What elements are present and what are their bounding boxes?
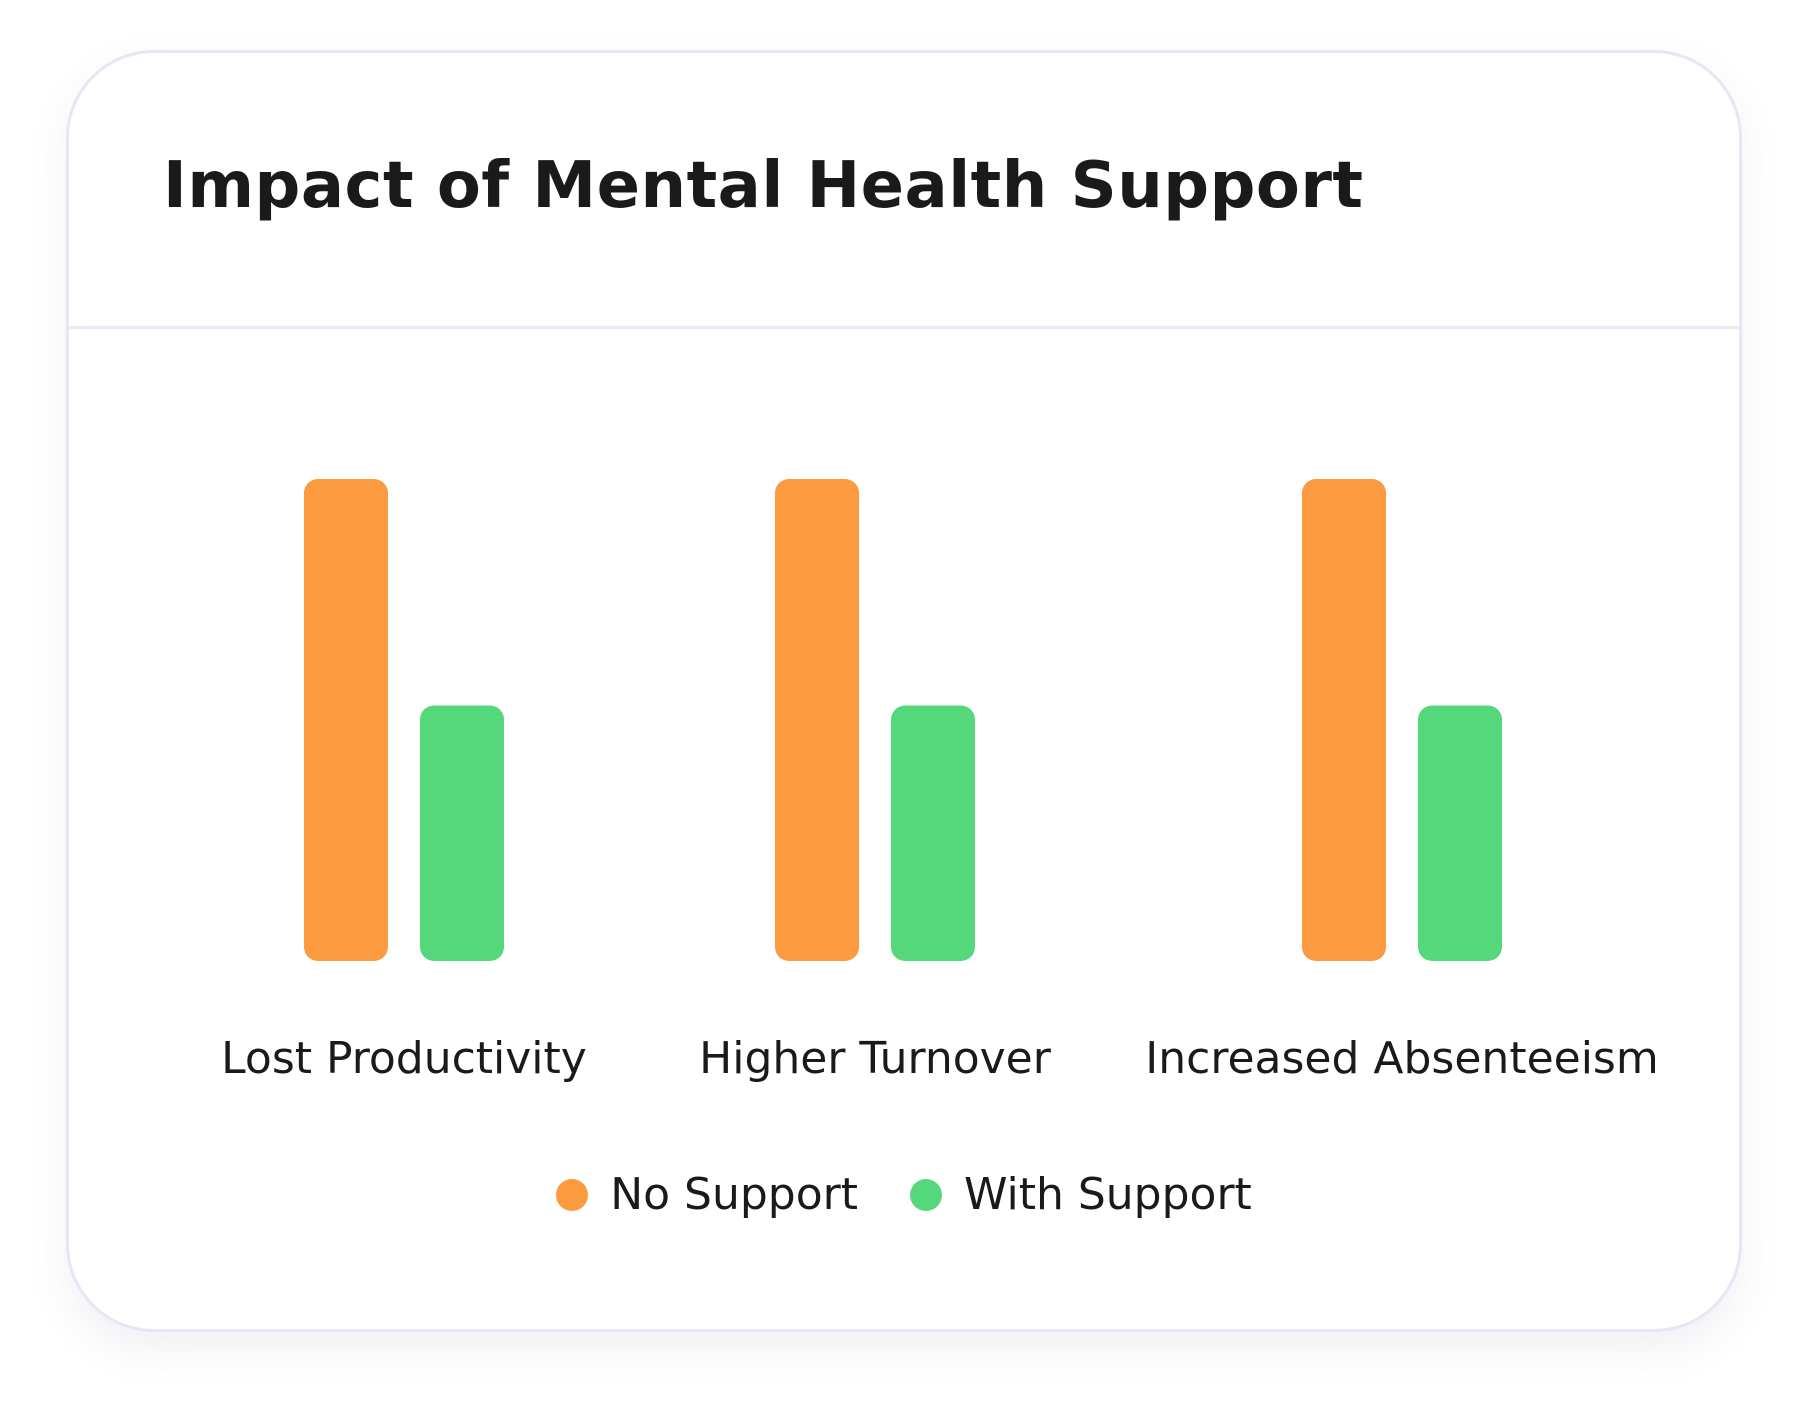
legend-swatch-with-support [909,1178,942,1211]
bar-increased-absenteeism-no-support [1302,479,1386,961]
bar-lost-productivity-no-support [304,479,388,961]
chart-legend: No Support With Support [69,1169,1739,1220]
category-label-increased-absenteeism: Increased Absenteeism [1145,1033,1658,1084]
legend-item-no-support: No Support [556,1169,858,1220]
bar-chart: Lost Productivity Higher Turnover Increase… [221,479,1659,1084]
chart-title: Impact of Mental Health Support [163,149,1364,223]
legend-label-with-support: With Support [963,1169,1252,1220]
bar-higher-turnover-no-support [775,479,859,961]
legend-item-with-support: With Support [909,1169,1252,1220]
category-label-lost-productivity: Lost Productivity [221,1033,587,1084]
title-divider [69,326,1739,329]
chart-card: Impact of Mental Health Support Lost Pro… [66,50,1742,1332]
bar-increased-absenteeism-with-support [1418,705,1502,961]
legend-swatch-no-support [556,1178,589,1211]
bar-lost-productivity-with-support [420,705,504,961]
legend-label-no-support: No Support [610,1169,858,1220]
bar-higher-turnover-with-support [891,705,975,961]
category-label-higher-turnover: Higher Turnover [699,1033,1052,1084]
